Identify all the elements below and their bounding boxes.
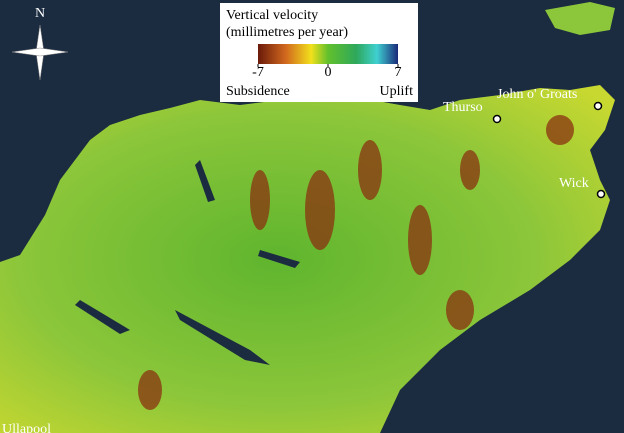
- place-label: Thurso: [443, 100, 483, 115]
- subsidence-patches: [138, 115, 574, 410]
- lochs: [75, 160, 300, 365]
- island: [545, 2, 615, 35]
- colorbar-tick-label: 0: [325, 65, 332, 80]
- place-dots: [492, 101, 606, 199]
- legend-title: (millimetres per year): [226, 25, 348, 40]
- legend-high-label: Uplift: [380, 84, 414, 99]
- legend-low-label: Subsidence: [226, 84, 290, 99]
- compass: [11, 24, 69, 81]
- place-label: Wick: [559, 176, 589, 191]
- compass-label: N: [35, 6, 45, 21]
- place-label: Ullapool: [2, 422, 51, 433]
- colorbar-tick-label: -7: [252, 65, 264, 80]
- colorbar: [258, 44, 398, 64]
- colorbar-tick-label: 7: [395, 65, 402, 80]
- place-label: John o' Groats: [497, 87, 577, 102]
- legend-title: Vertical velocity: [226, 8, 318, 23]
